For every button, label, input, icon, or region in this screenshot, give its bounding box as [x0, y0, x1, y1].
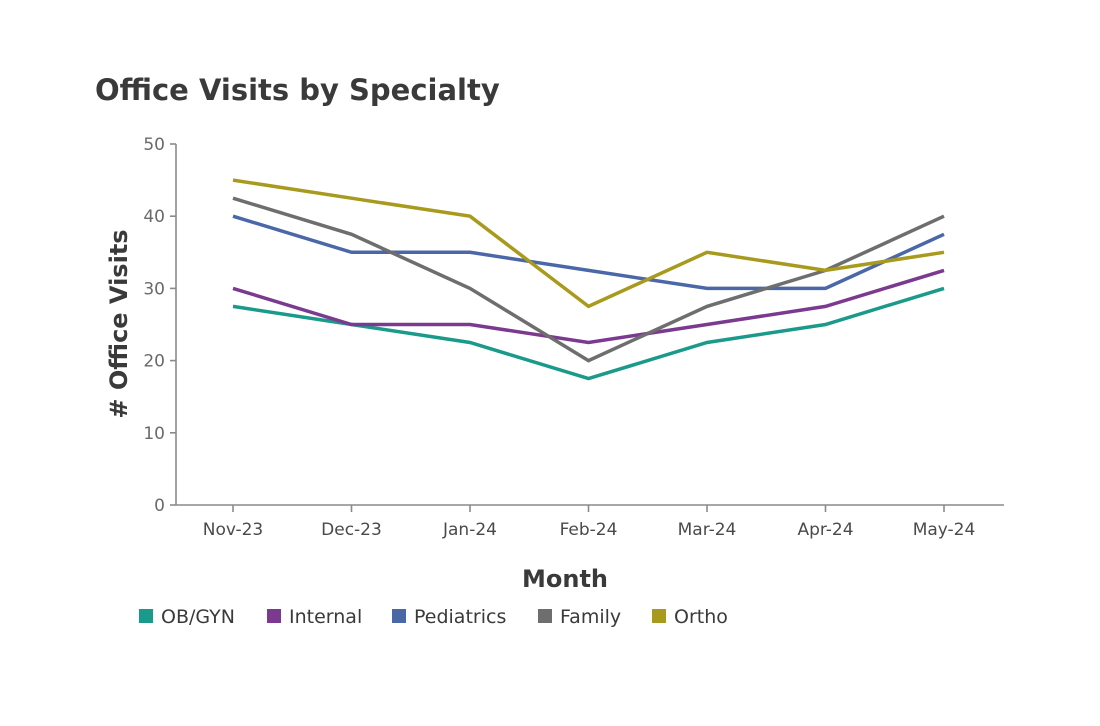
x-axis: Nov-23 Dec-23 Jan-24 Feb-24 Mar-24 Apr-24 May-… — [176, 504, 1004, 540]
y-tick-label: 50 — [143, 135, 165, 155]
legend-swatch — [139, 609, 153, 623]
x-tick-label: Apr-24 — [797, 520, 853, 540]
y-axis: 0 10 20 30 40 50 — [143, 135, 177, 516]
legend-item-pediatrics: Pediatrics — [392, 606, 506, 628]
y-axis-title: # Office Visits — [105, 229, 133, 418]
legend-swatch — [538, 609, 552, 623]
legend: OB/GYN Internal Pediatrics Family Ortho — [139, 606, 728, 628]
x-tick-label: Jan-24 — [442, 520, 497, 540]
legend-item-ob-gyn: OB/GYN — [139, 606, 235, 628]
y-tick-label: 20 — [143, 352, 165, 372]
y-tick-label: 40 — [143, 207, 165, 227]
series-group — [232, 178, 945, 381]
legend-item-ortho: Ortho — [652, 606, 728, 628]
x-tick-label: Nov-23 — [203, 520, 264, 540]
y-tick-label: 30 — [143, 279, 165, 299]
y-tick-label: 0 — [154, 496, 165, 516]
series-line-family — [232, 196, 945, 363]
series-line-internal — [232, 268, 945, 345]
legend-swatch — [652, 609, 666, 623]
series-line-ortho — [232, 178, 945, 309]
legend-label: Internal — [289, 606, 362, 628]
x-tick-label: Dec-23 — [321, 520, 382, 540]
legend-item-family: Family — [538, 606, 621, 628]
x-tick-label: May-24 — [913, 520, 976, 540]
y-tick-label: 10 — [143, 424, 165, 444]
legend-item-internal: Internal — [267, 606, 362, 628]
legend-label: Ortho — [674, 606, 728, 628]
legend-swatch — [392, 609, 406, 623]
x-tick-label: Mar-24 — [678, 520, 737, 540]
legend-swatch — [267, 609, 281, 623]
chart-title: Office Visits by Specialty — [95, 73, 500, 107]
legend-label: Family — [560, 606, 621, 628]
series-line-pediatrics — [232, 214, 945, 291]
x-tick-label: Feb-24 — [560, 520, 618, 540]
legend-label: Pediatrics — [414, 606, 506, 628]
legend-label: OB/GYN — [161, 606, 235, 628]
x-axis-title: Month — [522, 565, 608, 593]
